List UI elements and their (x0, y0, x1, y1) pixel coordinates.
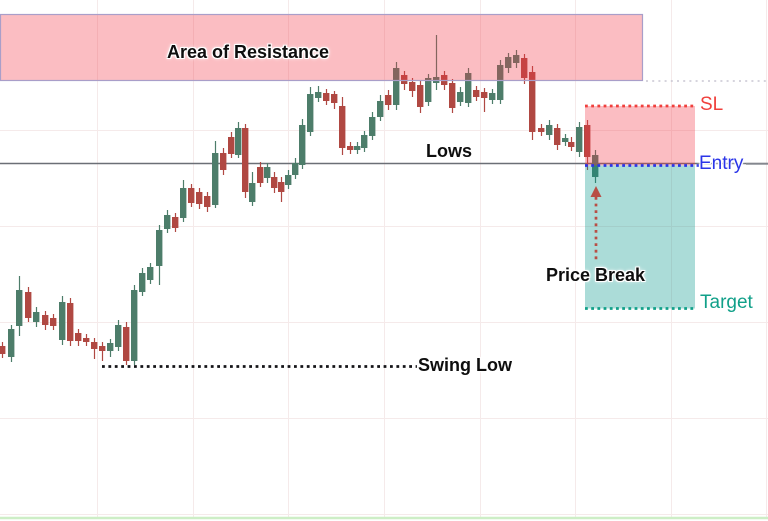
candle-body (8, 329, 15, 357)
candle-body (354, 146, 361, 150)
target-zone[interactable] (585, 165, 695, 309)
resistance-band-border (0, 13, 644, 82)
price-break-arrow-head-icon (590, 186, 602, 197)
candle-body (123, 327, 130, 361)
candle-body (99, 346, 106, 351)
price-break-label: Price Break (546, 265, 646, 285)
candle-body (377, 101, 384, 117)
candle-body (204, 196, 211, 207)
candle-body (220, 153, 227, 170)
resistance-band[interactable] (0, 14, 643, 81)
candle-body (465, 73, 472, 103)
candle-body (278, 182, 285, 192)
candle-body (271, 177, 278, 188)
candle-body (292, 163, 299, 175)
candle-body (592, 155, 599, 177)
candle-body (457, 92, 464, 102)
candle-body (393, 68, 400, 105)
candle-body (347, 146, 354, 150)
candle-body (385, 95, 392, 105)
candle-body (285, 175, 292, 185)
candle-body (156, 230, 163, 266)
candle-body (50, 318, 57, 326)
candle-body (33, 312, 40, 322)
candle-body (42, 315, 49, 325)
candle-body (107, 343, 114, 351)
candle-body (264, 167, 271, 178)
candle-body (242, 128, 249, 192)
candle-body (235, 128, 242, 155)
candle-body (369, 117, 376, 136)
candle-body (83, 338, 90, 342)
target-label: Target (700, 292, 753, 313)
candle-body (115, 325, 122, 347)
candle-body (139, 273, 146, 292)
candle-body (554, 128, 561, 145)
candle-body (584, 125, 591, 157)
candle-body (529, 72, 536, 132)
candle-body (513, 55, 520, 63)
candle-body (131, 290, 138, 361)
candle-body (409, 82, 416, 91)
candle-body (59, 302, 66, 340)
candle-body (449, 83, 456, 108)
candle-body (481, 92, 488, 98)
candle-body (307, 94, 314, 132)
candle-body (425, 78, 432, 102)
candle-body (0, 346, 6, 354)
candle-body (249, 183, 256, 202)
candle-body (331, 94, 338, 103)
candle-body (172, 217, 179, 228)
candle-body (489, 93, 496, 100)
candle-body (228, 137, 235, 154)
candle-body (546, 125, 553, 135)
candle-body (576, 127, 583, 152)
candle-body (180, 188, 187, 218)
candle-body (25, 292, 32, 318)
candle-body (505, 57, 512, 68)
stop-loss-zone[interactable] (585, 106, 695, 166)
candle-body (497, 65, 504, 100)
candle-body (188, 188, 195, 203)
stop-loss-label: SL (700, 94, 724, 115)
candle-body (315, 92, 322, 98)
candle-body (401, 75, 408, 84)
candle-body (568, 142, 575, 147)
candle-body (323, 93, 330, 101)
lows-label: Lows (426, 141, 473, 161)
candle-body (75, 333, 82, 341)
swing-low-label: Swing Low (418, 355, 512, 375)
candle-body (212, 153, 219, 205)
candle-body (299, 125, 306, 165)
area-of-resistance-label: Area of Resistance (167, 42, 330, 62)
candle-body (196, 192, 203, 204)
candle-body (257, 167, 264, 183)
candle-body (538, 128, 545, 132)
candle-body (417, 85, 424, 107)
candle-body (562, 138, 569, 142)
candle-body (91, 342, 98, 349)
candle-body (67, 303, 74, 341)
candle-body (361, 135, 368, 148)
candle-body (16, 290, 23, 326)
candle-body (147, 267, 154, 280)
candle-body (164, 215, 171, 229)
candle-body (339, 106, 346, 148)
entry-label: Entry (699, 153, 744, 174)
candle-body (473, 90, 480, 97)
candle-body (521, 58, 528, 78)
